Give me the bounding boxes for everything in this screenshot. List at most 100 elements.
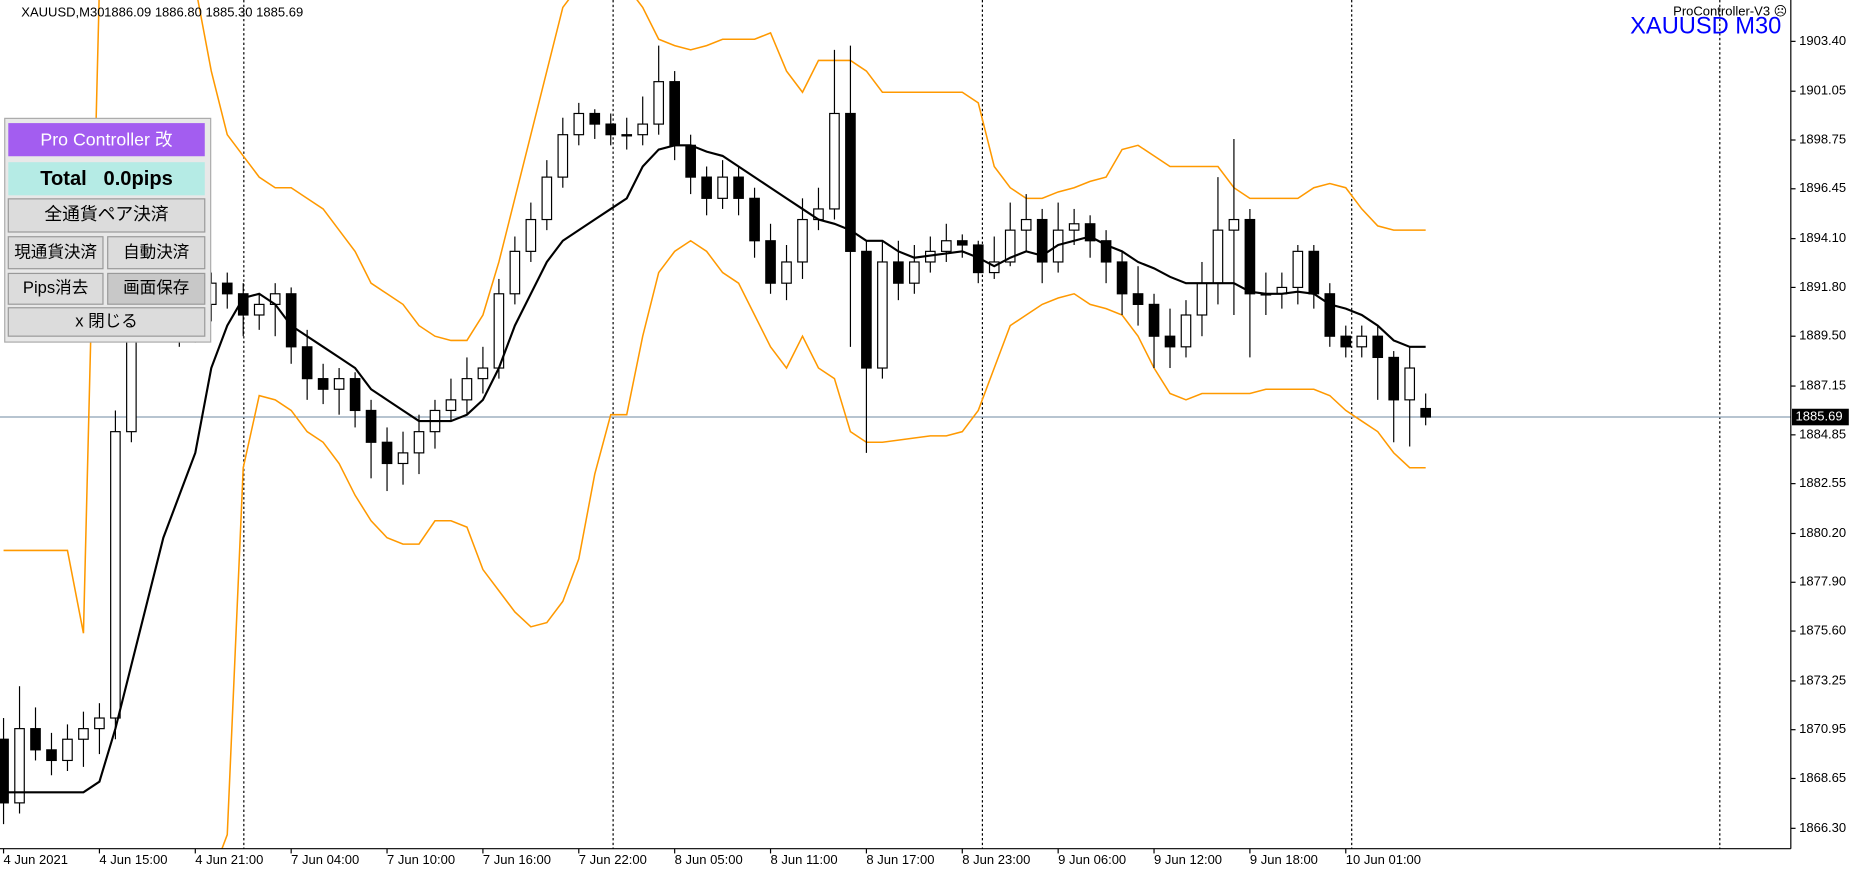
candle-body	[541, 176, 553, 221]
y-tick-label: 1882.55	[1799, 475, 1846, 490]
candle-body	[94, 717, 105, 730]
candle-body	[717, 176, 728, 199]
x-tick-label: 9 Jun 18:00	[1250, 852, 1318, 867]
candle-body	[1308, 250, 1320, 295]
symbol: XAUUSD,M30	[21, 4, 104, 19]
day-separators	[243, 0, 1721, 849]
axes: 1903.40 1901.05 1898.75 1896.45 1894.10 1891.…	[2, 33, 1849, 867]
button[interactable]: Pips消去	[7, 272, 104, 305]
y-tick-label: 1870.95	[1799, 721, 1846, 736]
candle-body	[110, 431, 121, 719]
x-tick-label: 7 Jun 16:00	[483, 852, 551, 867]
candle-body	[829, 112, 840, 210]
candle-body	[221, 282, 233, 295]
candle-body	[365, 409, 377, 443]
candle-body	[940, 240, 952, 252]
lower-band	[221, 239, 1426, 849]
y-tick-label: 1880.20	[1799, 525, 1846, 540]
y-tick-label: 1873.25	[1799, 672, 1846, 687]
panel-title-bg	[8, 123, 205, 157]
candle-body	[1148, 303, 1160, 337]
x-tick-label: 9 Jun 06:00	[1058, 852, 1126, 867]
candle-body	[317, 378, 329, 390]
candle-body	[413, 431, 425, 454]
candle-body	[1068, 223, 1080, 231]
bid-label-bg	[1792, 408, 1849, 426]
y-tick-label: 1868.65	[1799, 770, 1846, 785]
plot-area	[0, 0, 1791, 849]
candle-body	[1324, 293, 1336, 337]
candle-body	[349, 378, 361, 412]
candle-body	[637, 123, 649, 136]
candle-body	[1020, 218, 1032, 231]
candle-body	[845, 112, 856, 252]
candle-body	[701, 176, 712, 199]
candle-body	[46, 749, 57, 762]
total-bg	[8, 162, 205, 196]
x-tick-label: 4 Jun 2021	[4, 852, 68, 867]
candle-body	[1356, 335, 1368, 348]
candle-body	[733, 176, 744, 199]
candle-body	[621, 134, 633, 137]
x-tick-label: 9 Jun 12:00	[1154, 852, 1222, 867]
candle-body	[1292, 250, 1304, 289]
control-panel: Pro Controller 改 Total 0.0pips 全通貨ペア決済 現…	[4, 117, 212, 343]
y-tick-label: 1889.50	[1799, 328, 1846, 343]
candle-body	[253, 303, 265, 316]
candle-body	[1004, 229, 1016, 263]
button-bg	[7, 198, 206, 233]
candle-body	[877, 261, 888, 369]
candle-body	[1212, 229, 1224, 284]
button[interactable]: 自動決済	[107, 236, 206, 270]
y-tick-label: 1894.10	[1799, 230, 1846, 245]
candle-body	[30, 728, 41, 751]
candle-body	[525, 218, 537, 252]
indicator-label: ProController-V3 ☹	[1673, 3, 1787, 18]
y-tick-label: 1903.40	[1799, 33, 1846, 48]
y-tick-label: 1891.80	[1799, 279, 1846, 294]
candle-body	[381, 441, 393, 465]
candle-body	[333, 378, 345, 390]
x-tick-label: 4 Jun 21:00	[195, 852, 263, 867]
ohlc-readout: 1886.09 1886.80 1885.30 1885.69	[104, 4, 303, 19]
x-tick-label: 10 Jun 01:00	[1346, 852, 1421, 867]
button[interactable]: x 閉じる	[7, 307, 206, 337]
y-tick-label: 1866.30	[1799, 820, 1846, 835]
x-tick-label: 8 Jun 05:00	[675, 852, 743, 867]
candle-body	[1372, 335, 1384, 359]
candle-body	[1116, 261, 1128, 295]
button-bg	[7, 307, 206, 337]
bid-label: 1885.69	[1796, 408, 1843, 423]
y-tick-label: 1901.05	[1799, 83, 1846, 98]
button[interactable]: 画面保存	[107, 272, 206, 305]
candle-body	[685, 144, 696, 178]
candle-body	[749, 197, 760, 242]
button[interactable]: 全通貨ペア決済	[7, 198, 206, 233]
candle-body	[573, 112, 585, 136]
candle-body	[589, 112, 601, 125]
candle-body	[1036, 218, 1048, 263]
candle-body	[301, 346, 313, 380]
candle-body	[397, 452, 409, 465]
total: Total 0.0pips	[40, 168, 173, 190]
y-tick-label: 1884.85	[1799, 426, 1846, 441]
candle-body	[509, 250, 521, 295]
button-label: 自動決済	[123, 243, 189, 262]
candle-body	[861, 250, 872, 369]
candle-body	[1420, 407, 1431, 418]
button[interactable]: 現通貨決済	[7, 236, 104, 270]
candle-body	[1164, 335, 1176, 348]
x-tick-label: 8 Jun 11:00	[771, 852, 838, 867]
candle-body	[605, 123, 617, 136]
candle-body	[653, 81, 665, 125]
candle-body	[0, 738, 9, 804]
candle-body	[477, 367, 489, 380]
candle-body	[669, 81, 680, 146]
chart-title: XAUUSD M30	[1630, 13, 1781, 39]
candle-body	[1196, 282, 1208, 316]
x-tick-label: 4 Jun 15:00	[99, 852, 167, 867]
candle-body	[1228, 218, 1240, 231]
